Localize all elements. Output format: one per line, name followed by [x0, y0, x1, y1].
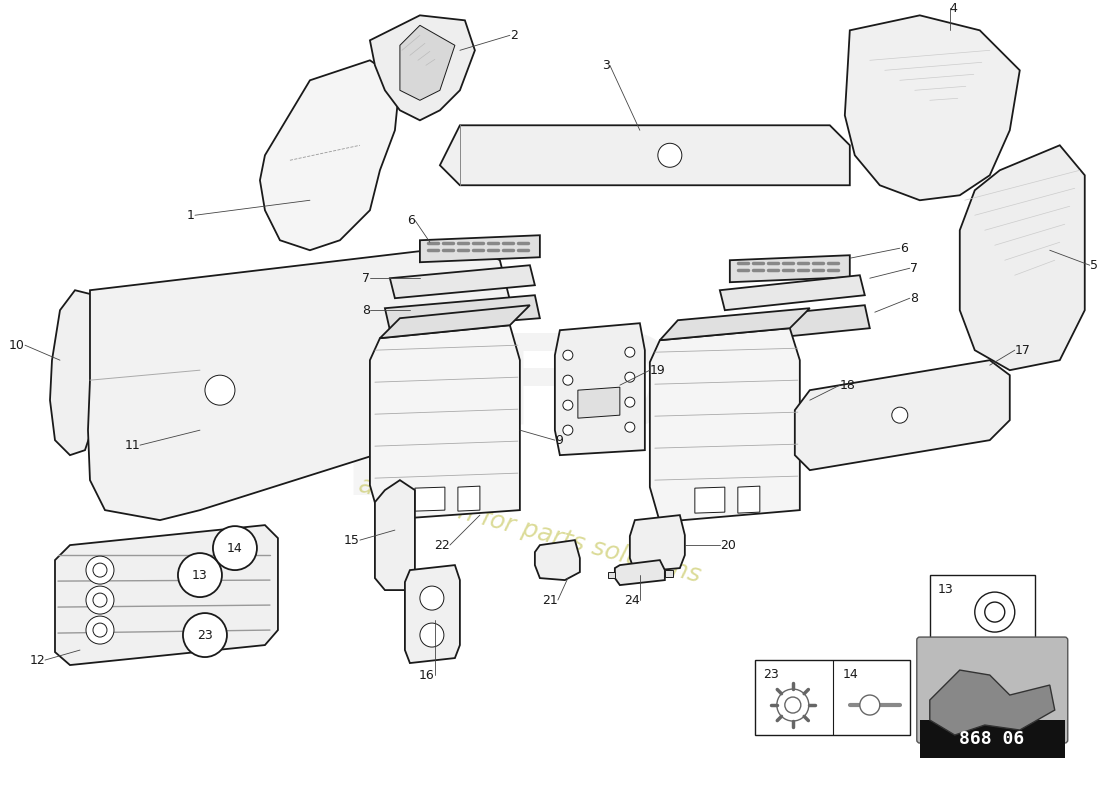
Polygon shape — [554, 323, 645, 455]
Text: 20: 20 — [719, 538, 736, 552]
Text: 22: 22 — [434, 538, 450, 552]
Text: 9: 9 — [554, 434, 563, 446]
Circle shape — [205, 375, 235, 405]
Text: 5: 5 — [1090, 258, 1098, 272]
Polygon shape — [664, 570, 673, 577]
Polygon shape — [370, 326, 520, 520]
Circle shape — [784, 697, 801, 713]
Circle shape — [563, 375, 573, 385]
Polygon shape — [400, 26, 455, 100]
Circle shape — [183, 613, 227, 657]
Text: 12: 12 — [30, 654, 45, 666]
Circle shape — [625, 397, 635, 407]
Text: 868 06: 868 06 — [959, 730, 1024, 748]
FancyBboxPatch shape — [916, 637, 1068, 743]
Polygon shape — [440, 126, 850, 186]
Text: 23: 23 — [762, 667, 779, 681]
Circle shape — [94, 593, 107, 607]
Text: 19: 19 — [650, 364, 666, 377]
Text: 8: 8 — [362, 304, 370, 317]
Polygon shape — [55, 525, 278, 665]
Polygon shape — [845, 15, 1020, 200]
Text: 7: 7 — [910, 262, 917, 274]
Polygon shape — [630, 515, 685, 572]
Circle shape — [984, 602, 1004, 622]
Polygon shape — [379, 306, 530, 338]
Circle shape — [213, 526, 257, 570]
Circle shape — [563, 400, 573, 410]
Circle shape — [625, 372, 635, 382]
Polygon shape — [795, 360, 1010, 470]
Text: EC: EC — [341, 400, 518, 521]
Polygon shape — [960, 146, 1085, 370]
Circle shape — [625, 347, 635, 357]
Polygon shape — [535, 540, 580, 580]
Polygon shape — [88, 246, 510, 520]
Text: 7: 7 — [362, 272, 370, 285]
Polygon shape — [578, 387, 620, 418]
Circle shape — [860, 695, 880, 715]
Circle shape — [86, 556, 114, 584]
Text: 18: 18 — [839, 378, 856, 392]
Polygon shape — [729, 255, 850, 282]
Polygon shape — [260, 60, 400, 250]
Polygon shape — [650, 328, 800, 522]
Polygon shape — [608, 572, 615, 578]
Text: a passion for parts solutions: a passion for parts solutions — [356, 473, 704, 587]
Polygon shape — [50, 290, 100, 455]
FancyBboxPatch shape — [755, 660, 910, 735]
Text: 8: 8 — [910, 292, 917, 305]
Text: 4: 4 — [949, 2, 958, 15]
Circle shape — [892, 407, 907, 423]
Text: 15: 15 — [344, 534, 360, 546]
Polygon shape — [930, 670, 1055, 735]
Text: 11: 11 — [124, 438, 140, 452]
Text: 23: 23 — [197, 629, 212, 642]
Polygon shape — [695, 487, 725, 513]
Polygon shape — [615, 560, 664, 585]
Polygon shape — [660, 308, 810, 340]
Circle shape — [420, 623, 444, 647]
Text: 17: 17 — [1015, 344, 1031, 357]
Text: 13: 13 — [192, 569, 208, 582]
Circle shape — [658, 143, 682, 167]
Polygon shape — [405, 565, 460, 663]
Polygon shape — [370, 15, 475, 120]
Polygon shape — [385, 295, 540, 330]
Polygon shape — [375, 480, 415, 590]
Text: 21: 21 — [542, 594, 558, 606]
Circle shape — [178, 553, 222, 597]
Polygon shape — [719, 275, 865, 310]
Circle shape — [625, 422, 635, 432]
Circle shape — [86, 586, 114, 614]
FancyBboxPatch shape — [920, 720, 1065, 758]
Circle shape — [563, 425, 573, 435]
Circle shape — [94, 623, 107, 637]
Circle shape — [777, 689, 808, 721]
Text: 6: 6 — [407, 214, 415, 226]
Text: 13: 13 — [938, 582, 954, 595]
Text: 24: 24 — [624, 594, 640, 606]
Text: 14: 14 — [227, 542, 243, 554]
Polygon shape — [458, 486, 480, 511]
Polygon shape — [389, 266, 535, 298]
Circle shape — [94, 563, 107, 577]
Text: 14: 14 — [843, 667, 859, 681]
Circle shape — [420, 586, 444, 610]
Text: 3: 3 — [602, 59, 609, 72]
Circle shape — [86, 616, 114, 644]
FancyBboxPatch shape — [930, 575, 1035, 645]
Text: 2: 2 — [510, 29, 518, 42]
Text: 16: 16 — [419, 669, 435, 682]
Polygon shape — [420, 235, 540, 262]
Polygon shape — [715, 306, 870, 343]
Text: 1: 1 — [187, 209, 195, 222]
Circle shape — [975, 592, 1015, 632]
Text: 6: 6 — [900, 242, 908, 254]
Polygon shape — [738, 486, 760, 513]
Text: 10: 10 — [9, 338, 25, 352]
Polygon shape — [415, 487, 444, 511]
Circle shape — [563, 350, 573, 360]
Text: CLIPFO: CLIPFO — [179, 330, 681, 450]
